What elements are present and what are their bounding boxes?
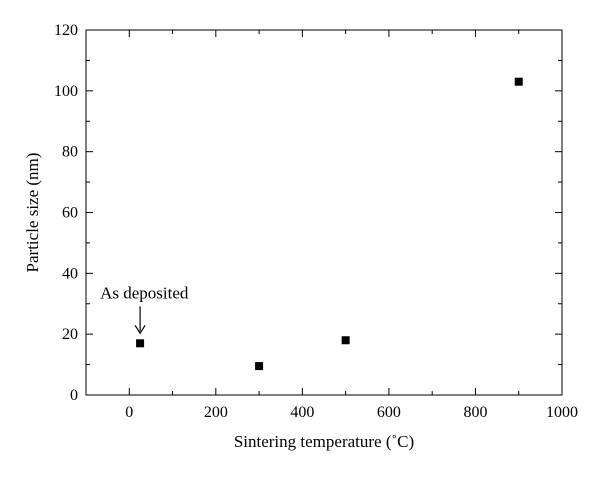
- data-point: [255, 362, 264, 371]
- x-tick-label: 600: [377, 404, 401, 421]
- annotations: As deposited: [100, 283, 189, 335]
- x-tick-label: 400: [290, 404, 314, 421]
- annotation-arrow-head: [134, 324, 146, 335]
- y-tick-label: 100: [54, 83, 78, 100]
- x-axis-title: Sintering temperature (˚C): [234, 432, 414, 451]
- data-points: [136, 77, 523, 371]
- y-tick-label: 80: [62, 144, 78, 161]
- x-tick-label: 0: [125, 404, 133, 421]
- y-tick-label: 0: [70, 387, 78, 404]
- y-tick-label: 120: [54, 22, 78, 39]
- data-point: [514, 77, 523, 86]
- plot-border: [85, 29, 563, 396]
- x-axis-ticks: 0 200 400 600 800 1000: [85, 30, 578, 421]
- annotation-label: As deposited: [100, 283, 189, 302]
- y-axis-title: Particle size (nm): [23, 153, 42, 273]
- y-tick-label: 20: [62, 326, 78, 343]
- y-tick-label: 60: [62, 205, 78, 222]
- y-axis-ticks: 0 20 40 60 80 100 120: [54, 22, 562, 404]
- x-tick-label: 800: [463, 404, 487, 421]
- y-tick-label: 40: [62, 265, 78, 282]
- data-point: [341, 336, 350, 345]
- x-tick-label: 200: [204, 404, 228, 421]
- data-point: [136, 339, 145, 348]
- plot-frame: [85, 29, 563, 396]
- x-tick-label: 1000: [546, 404, 578, 421]
